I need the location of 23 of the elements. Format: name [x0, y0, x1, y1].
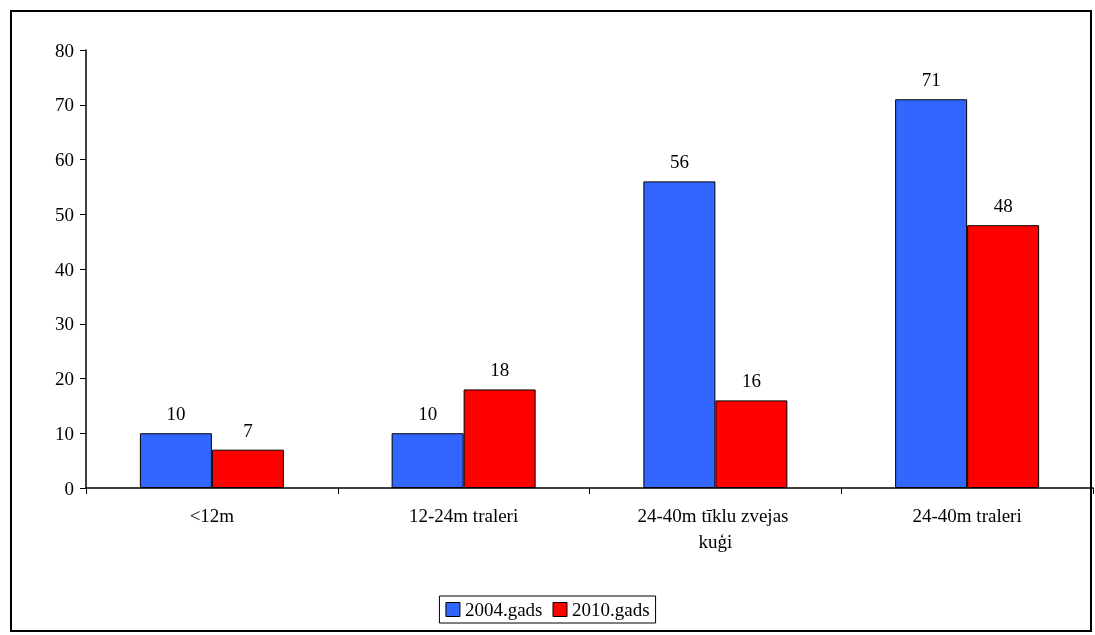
data-label: 7	[243, 419, 253, 441]
y-tick-label: 30	[55, 313, 74, 335]
data-label: 48	[993, 195, 1013, 217]
y-tick-label: 10	[55, 422, 74, 444]
x-tick-label: 24-40m traleri	[912, 504, 1022, 526]
y-tick-label: 70	[55, 94, 74, 116]
data-label: 10	[166, 403, 186, 425]
legend-label: 2010.gads	[572, 599, 650, 620]
y-tick-label: 60	[55, 149, 74, 170]
data-label: 56	[669, 151, 689, 173]
y-tick-label: 20	[55, 368, 74, 389]
data-label: 18	[490, 359, 510, 381]
data-label: 16	[741, 370, 761, 392]
y-tick-label: 50	[55, 203, 74, 225]
data-label: 71	[921, 69, 941, 91]
legend-label: 2004.gads	[464, 599, 543, 620]
y-tick-label: 0	[64, 477, 74, 499]
data-label: 10	[418, 403, 438, 425]
x-tick-label: 24-40m tīklu zvejas kuģi	[637, 504, 794, 552]
y-tick-label: 80	[55, 39, 74, 61]
x-tick-label: 12-24m traleri	[409, 504, 519, 526]
y-tick-label: 40	[55, 258, 74, 280]
x-tick-label: <12m	[189, 504, 235, 526]
